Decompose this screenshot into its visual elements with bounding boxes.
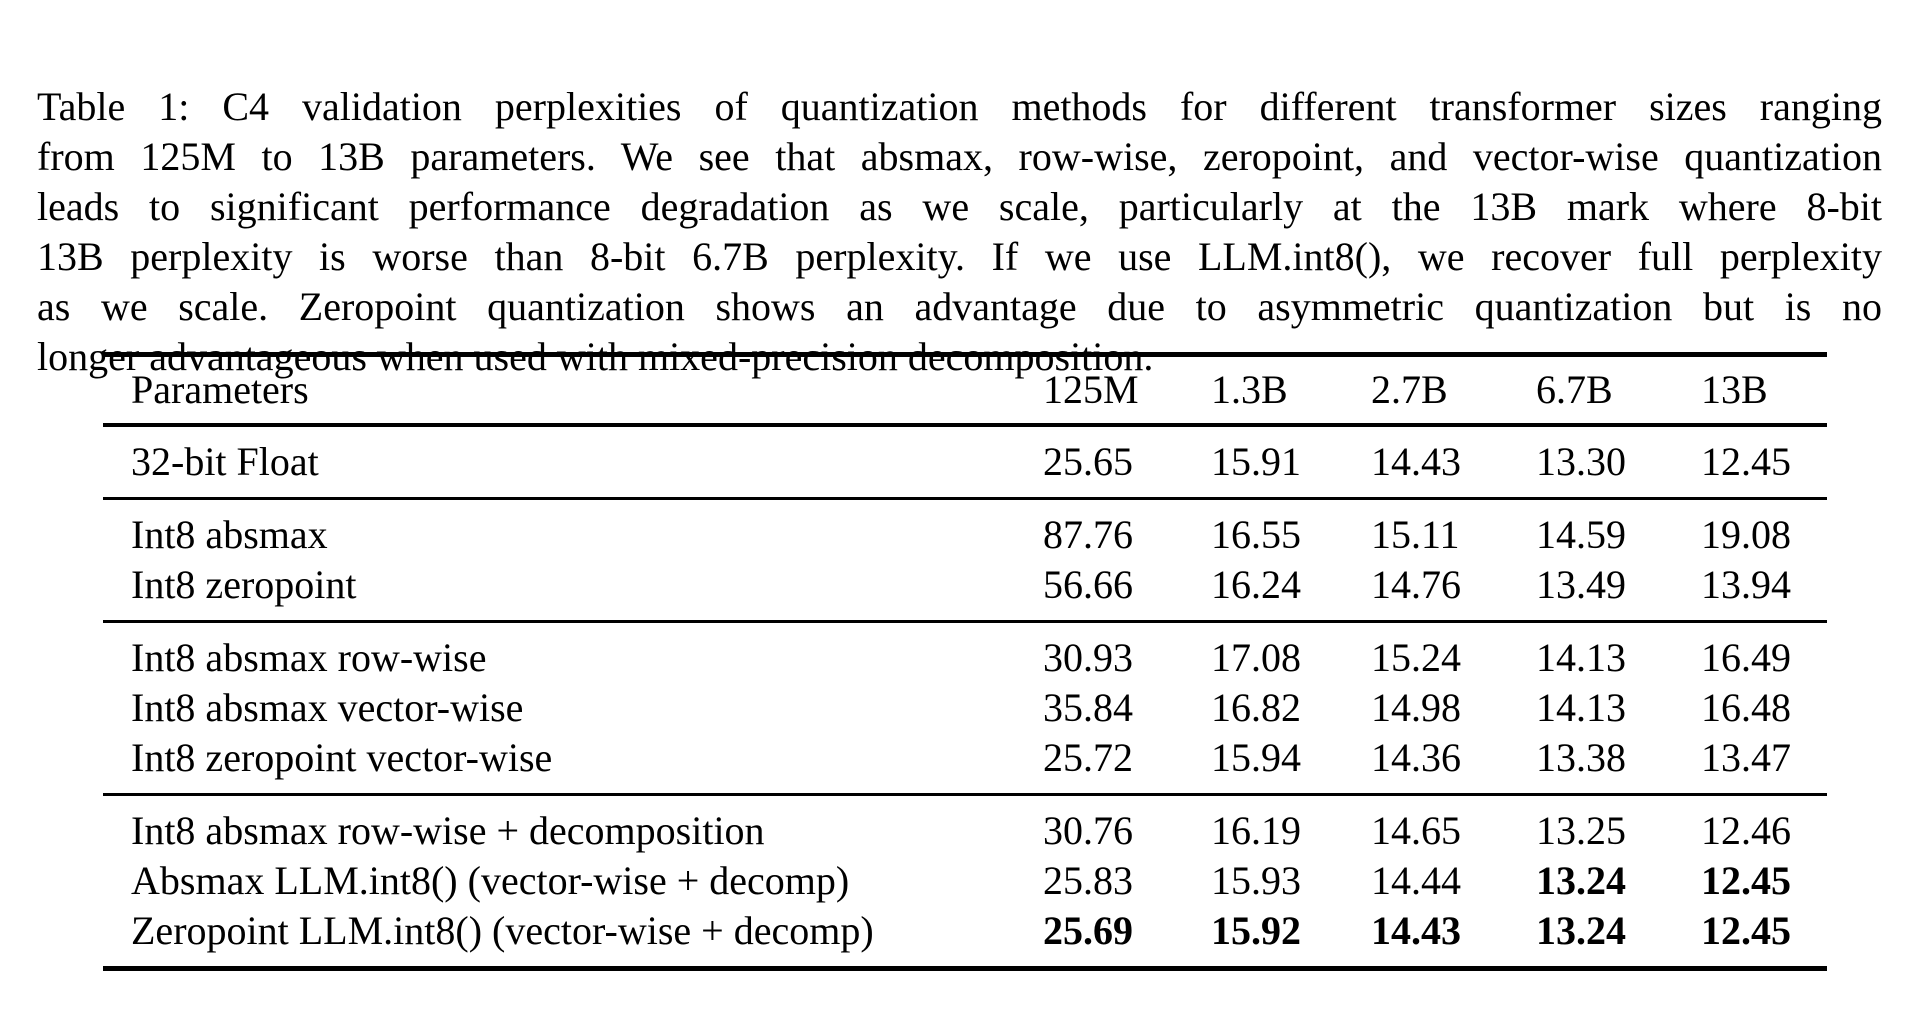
ppl-value: 15.91 bbox=[1211, 425, 1371, 500]
ppl-value: 14.98 bbox=[1371, 685, 1461, 730]
header-size-1-3b: 1.3B bbox=[1211, 354, 1371, 427]
ppl-value: 13.25 bbox=[1536, 808, 1626, 853]
ppl-value: 13.94 bbox=[1701, 560, 1827, 623]
ppl-value: 25.69 bbox=[1043, 908, 1133, 953]
ppl-value: 14.43 bbox=[1371, 425, 1536, 500]
header-size-6-7b: 6.7B bbox=[1536, 354, 1701, 427]
method-label: Absmax LLM.int8() (vector-wise + decomp) bbox=[131, 858, 850, 903]
ppl-value: 16.48 bbox=[1701, 685, 1791, 730]
method-label: 32-bit Float bbox=[103, 425, 1043, 500]
method-label: Int8 absmax row-wise bbox=[131, 635, 487, 680]
table-row: Int8 zeropoint vector-wise 25.72 15.94 1… bbox=[103, 733, 1827, 796]
ppl-value: 16.82 bbox=[1211, 685, 1301, 730]
caption-line: Table 1: C4 validation perplexities of q… bbox=[37, 84, 1882, 129]
results-table: Parameters 125M 1.3B 2.7B 6.7B 13B 32-bi… bbox=[103, 352, 1827, 971]
method-label: Int8 absmax vector-wise bbox=[131, 685, 524, 730]
table-row: Int8 zeropoint 56.66 16.24 14.76 13.49 1… bbox=[103, 560, 1827, 623]
ppl-value: 35.84 bbox=[1043, 685, 1133, 730]
method-label: Int8 absmax bbox=[131, 512, 328, 557]
ppl-value: 13.24 bbox=[1536, 908, 1626, 953]
ppl-value: 15.24 bbox=[1371, 635, 1461, 680]
method-label: Int8 zeropoint bbox=[103, 560, 1043, 623]
table-row: Int8 absmax vector-wise 35.84 16.82 14.9… bbox=[103, 683, 1827, 733]
ppl-value: 12.45 bbox=[1701, 425, 1827, 500]
group-basic-int8: Int8 absmax 87.76 16.55 15.11 14.59 19.0… bbox=[103, 499, 1827, 623]
caption-line: leads to significant performance degrada… bbox=[37, 184, 1882, 229]
ppl-value: 13.47 bbox=[1701, 733, 1827, 796]
header-size-125m: 125M bbox=[1043, 354, 1211, 427]
ppl-value: 14.36 bbox=[1371, 733, 1536, 796]
header-size-13b: 13B bbox=[1701, 354, 1827, 427]
table-row: Zeropoint LLM.int8() (vector-wise + deco… bbox=[103, 906, 1827, 969]
ppl-value: 14.44 bbox=[1371, 858, 1461, 903]
ppl-value: 17.08 bbox=[1211, 635, 1301, 680]
ppl-value: 14.13 bbox=[1536, 635, 1626, 680]
caption-line: from 125M to 13B parameters. We see that… bbox=[37, 134, 1882, 179]
ppl-value: 13.49 bbox=[1536, 560, 1701, 623]
ppl-value: 15.11 bbox=[1371, 512, 1460, 557]
method-label: Zeropoint LLM.int8() (vector-wise + deco… bbox=[131, 908, 874, 953]
table-row: Int8 absmax row-wise 30.93 17.08 15.24 1… bbox=[103, 622, 1827, 684]
table-row: 32-bit Float 25.65 15.91 14.43 13.30 12.… bbox=[103, 425, 1827, 500]
ppl-value: 15.94 bbox=[1211, 733, 1371, 796]
method-label: Int8 absmax row-wise + decomposition bbox=[131, 808, 765, 853]
ppl-value: 19.08 bbox=[1701, 512, 1791, 557]
ppl-value: 14.65 bbox=[1371, 808, 1461, 853]
ppl-value: 25.65 bbox=[1043, 425, 1211, 500]
ppl-value: 25.72 bbox=[1043, 733, 1211, 796]
table-row: Absmax LLM.int8() (vector-wise + decomp)… bbox=[103, 856, 1827, 906]
group-decomposition: Int8 absmax row-wise + decomposition 30.… bbox=[103, 795, 1827, 969]
ppl-value: 12.45 bbox=[1701, 908, 1791, 953]
ppl-value: 16.55 bbox=[1211, 512, 1301, 557]
ppl-value: 16.19 bbox=[1211, 808, 1301, 853]
ppl-value: 13.38 bbox=[1536, 733, 1701, 796]
ppl-value: 12.45 bbox=[1701, 858, 1791, 903]
table-caption: Table 1: C4 validation perplexities of q… bbox=[37, 82, 1882, 382]
header-row: Parameters 125M 1.3B 2.7B 6.7B 13B bbox=[103, 354, 1827, 427]
table-row: Int8 absmax row-wise + decomposition 30.… bbox=[103, 795, 1827, 857]
ppl-value: 25.83 bbox=[1043, 858, 1133, 903]
ppl-value: 14.76 bbox=[1371, 560, 1536, 623]
ppl-value: 14.13 bbox=[1536, 685, 1626, 730]
ppl-value: 16.24 bbox=[1211, 560, 1371, 623]
method-label: Int8 zeropoint vector-wise bbox=[103, 733, 1043, 796]
table-row: Int8 absmax 87.76 16.55 15.11 14.59 19.0… bbox=[103, 499, 1827, 561]
ppl-value: 15.92 bbox=[1211, 908, 1301, 953]
ppl-value: 15.93 bbox=[1211, 858, 1301, 903]
header-size-2-7b: 2.7B bbox=[1371, 354, 1536, 427]
group-rowwise-vectorwise: Int8 absmax row-wise 30.93 17.08 15.24 1… bbox=[103, 622, 1827, 796]
ppl-value: 30.76 bbox=[1043, 808, 1133, 853]
ppl-value: 87.76 bbox=[1043, 512, 1133, 557]
header-parameters: Parameters bbox=[103, 354, 1043, 427]
group-float: 32-bit Float 25.65 15.91 14.43 13.30 12.… bbox=[103, 425, 1827, 500]
caption-line: as we scale. Zeropoint quantization show… bbox=[37, 284, 1882, 329]
ppl-value: 56.66 bbox=[1043, 560, 1211, 623]
ppl-value: 30.93 bbox=[1043, 635, 1133, 680]
ppl-value: 13.24 bbox=[1536, 858, 1626, 903]
ppl-value: 16.49 bbox=[1701, 635, 1791, 680]
caption-line: 13B perplexity is worse than 8-bit 6.7B … bbox=[37, 234, 1882, 279]
ppl-value: 13.30 bbox=[1536, 425, 1701, 500]
ppl-value: 12.46 bbox=[1701, 808, 1791, 853]
ppl-value: 14.43 bbox=[1371, 908, 1461, 953]
ppl-value: 14.59 bbox=[1536, 512, 1626, 557]
